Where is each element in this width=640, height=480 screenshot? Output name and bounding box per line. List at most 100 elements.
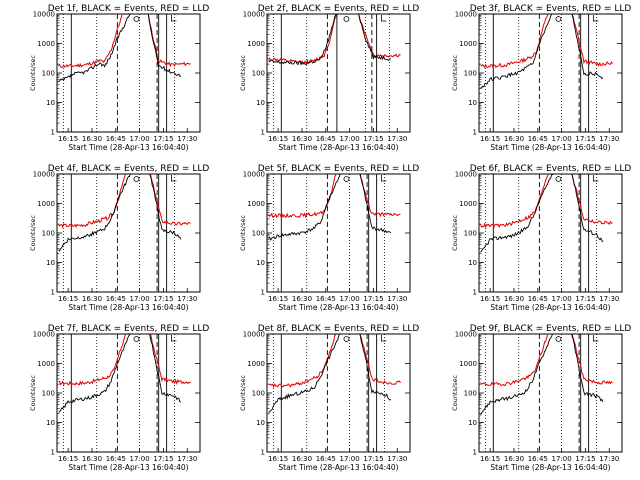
x-axis-label: Start Time (28-Apr-13 16:04:40) — [278, 143, 398, 152]
y-tick-label: 10000 — [33, 171, 55, 179]
events-series-line — [480, 174, 604, 253]
y-tick-label: 100 — [42, 70, 55, 78]
x-tick-label: 16:15 — [480, 455, 500, 463]
x-tick-label: 16:45 — [106, 455, 126, 463]
bracket-marker-icon — [593, 15, 599, 22]
x-tick-label: 16:30 — [504, 295, 524, 303]
panel-title: Det 2f, BLACK = Events, RED = LLD — [258, 4, 420, 14]
y-tick-label: 1000 — [247, 200, 265, 208]
y-tick-label: 10000 — [455, 331, 477, 339]
y-axis-label: Counts/sec — [451, 55, 459, 91]
y-tick-label: 1000 — [37, 200, 55, 208]
y-tick-label: 1 — [51, 449, 55, 457]
y-tick-label: 10000 — [243, 331, 265, 339]
plot-frame — [56, 333, 201, 453]
x-tick-label: 17:30 — [387, 135, 407, 143]
x-tick-label: 16:15 — [268, 455, 288, 463]
panel-det-1: Det 1f, BLACK = Events, RED = LLD 1 10 100 1… — [29, 4, 209, 152]
y-axis-label: Counts/sec — [451, 215, 459, 251]
bracket-marker-icon — [593, 175, 599, 182]
x-axis-label: Start Time (28-Apr-13 16:04:40) — [278, 463, 398, 472]
plot-frame — [266, 333, 411, 453]
x-tick-label: 16:30 — [292, 135, 312, 143]
events-series-line — [58, 14, 182, 82]
y-axis-label: Counts/sec — [239, 55, 247, 91]
peak-marker-icon — [133, 16, 140, 22]
plot-frame — [266, 173, 411, 293]
plot-frame — [478, 173, 623, 293]
lld-series-line — [58, 14, 191, 69]
x-tick-label: 16:15 — [58, 135, 78, 143]
bracket-marker-icon — [171, 335, 177, 342]
y-tick-label: 1 — [51, 289, 55, 297]
peak-marker-icon — [555, 336, 562, 342]
x-tick-label: 17:30 — [387, 295, 407, 303]
events-series-line — [58, 174, 182, 252]
y-tick-label: 10000 — [455, 11, 477, 19]
lld-series-line — [268, 334, 401, 389]
plot-frame — [478, 13, 623, 133]
lld-series-line — [58, 174, 191, 229]
y-tick-label: 100 — [464, 390, 477, 398]
y-tick-label: 1000 — [459, 200, 477, 208]
x-tick-label: 16:45 — [316, 455, 336, 463]
panel-title: Det 9f, BLACK = Events, RED = LLD — [470, 324, 632, 334]
x-axis-label: Start Time (28-Apr-13 16:04:40) — [68, 463, 188, 472]
panel-title: Det 8f, BLACK = Events, RED = LLD — [258, 324, 420, 334]
x-tick-label: 16:30 — [504, 135, 524, 143]
panel-title: Det 1f, BLACK = Events, RED = LLD — [48, 4, 210, 14]
x-tick-label: 17:30 — [177, 295, 197, 303]
y-tick-label: 100 — [252, 390, 265, 398]
events-series-line — [480, 334, 604, 416]
y-tick-label: 10 — [46, 259, 55, 267]
y-tick-label: 10000 — [33, 331, 55, 339]
y-tick-label: 1000 — [247, 40, 265, 48]
y-tick-label: 1 — [473, 289, 477, 297]
x-axis-label: Start Time (28-Apr-13 16:04:40) — [68, 143, 188, 152]
x-axis-label: Start Time (28-Apr-13 16:04:40) — [278, 303, 398, 312]
y-tick-label: 100 — [464, 70, 477, 78]
y-tick-label: 1000 — [459, 40, 477, 48]
x-tick-label: 17:00 — [130, 135, 150, 143]
x-tick-label: 16:45 — [528, 295, 548, 303]
x-tick-label: 16:30 — [82, 295, 102, 303]
lld-series-line — [268, 174, 401, 219]
panel-det-4: Det 4f, BLACK = Events, RED = LLD 1 10 100 1… — [29, 164, 209, 312]
lld-series-line — [480, 174, 613, 229]
y-tick-label: 100 — [42, 230, 55, 238]
x-tick-label: 16:15 — [480, 295, 500, 303]
events-series-line — [268, 334, 392, 413]
peak-marker-icon — [555, 176, 562, 182]
x-tick-label: 17:30 — [177, 455, 197, 463]
peak-marker-icon — [555, 16, 562, 22]
y-tick-label: 1000 — [459, 360, 477, 368]
x-tick-label: 17:00 — [130, 295, 150, 303]
x-tick-label: 17:15 — [363, 455, 383, 463]
plot-frame — [56, 13, 201, 133]
y-tick-label: 10000 — [243, 11, 265, 19]
y-tick-label: 10 — [468, 419, 477, 427]
panel-det-2: Det 2f, BLACK = Events, RED = LLD 1 10 100 1… — [239, 4, 419, 152]
x-tick-label: 16:45 — [106, 295, 126, 303]
x-tick-label: 16:15 — [268, 135, 288, 143]
y-axis-label: Counts/sec — [29, 215, 37, 251]
y-axis-label: Counts/sec — [451, 375, 459, 411]
panel-det-9: Det 9f, BLACK = Events, RED = LLD 1 10 100 1… — [451, 324, 631, 472]
peak-marker-icon — [343, 336, 350, 342]
x-tick-label: 16:30 — [82, 455, 102, 463]
y-tick-label: 10 — [468, 259, 477, 267]
y-tick-label: 1000 — [37, 360, 55, 368]
lld-series-line — [480, 14, 613, 69]
x-tick-label: 17:00 — [340, 295, 360, 303]
y-tick-label: 1000 — [247, 360, 265, 368]
panel-title: Det 7f, BLACK = Events, RED = LLD — [48, 324, 210, 334]
lld-series-line — [268, 14, 401, 65]
x-tick-label: 17:00 — [552, 135, 572, 143]
y-tick-label: 1 — [261, 129, 265, 137]
x-tick-label: 16:30 — [292, 455, 312, 463]
y-tick-label: 1 — [51, 129, 55, 137]
y-tick-label: 1 — [473, 129, 477, 137]
y-tick-label: 10 — [46, 99, 55, 107]
y-tick-label: 1 — [473, 449, 477, 457]
